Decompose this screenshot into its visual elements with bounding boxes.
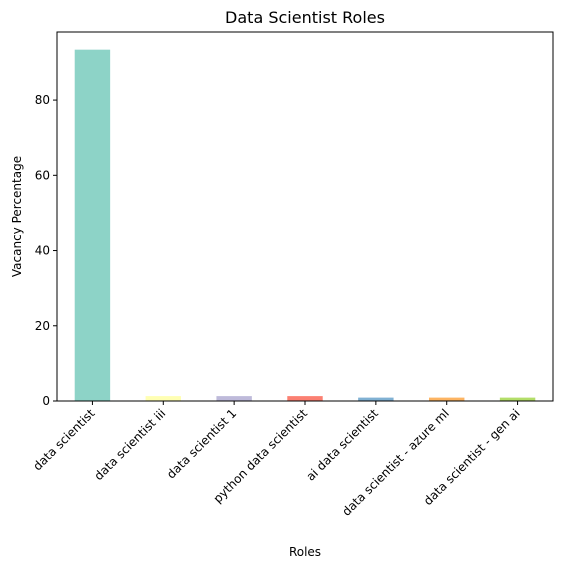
bars-group: [74, 49, 536, 402]
bar-3: [216, 396, 252, 401]
bar-4: [287, 396, 323, 401]
y-tick-label: 20: [35, 319, 50, 333]
bar-5: [358, 397, 394, 401]
x-tick-label: ai data scientist: [304, 406, 382, 484]
x-axis-label: Roles: [289, 545, 321, 559]
x-tick-label: data scientist: [30, 406, 97, 473]
bar-6: [429, 397, 465, 401]
y-tick-label: 80: [35, 93, 50, 107]
bar-7: [499, 397, 536, 401]
bar-2: [145, 396, 181, 401]
y-axis-ticks: 0 20 40 60 80: [35, 93, 57, 408]
plot-frame: [56, 31, 554, 402]
bar-1: [74, 49, 111, 402]
x-tick-label: data scientist 1: [164, 406, 239, 481]
y-tick-label: 0: [42, 394, 50, 408]
y-tick-label: 40: [35, 244, 50, 258]
y-axis-label: Vacancy Percentage: [10, 156, 24, 277]
y-tick-label: 60: [35, 168, 50, 182]
x-tick-label: data scientist iii: [91, 406, 168, 483]
chart-title: Data Scientist Roles: [225, 8, 385, 27]
